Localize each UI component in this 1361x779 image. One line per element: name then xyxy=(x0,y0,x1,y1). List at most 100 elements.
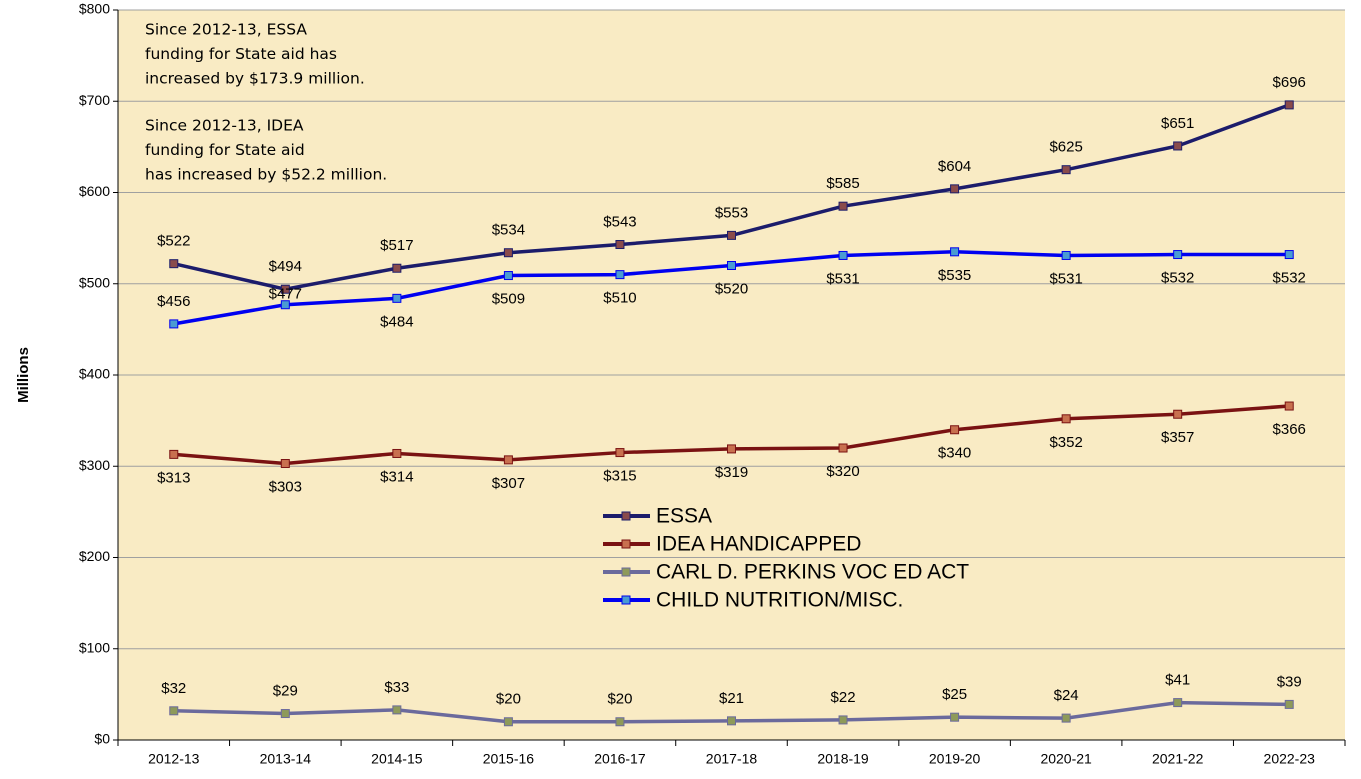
marker xyxy=(838,443,848,453)
data-label: $510 xyxy=(603,290,636,307)
legend-marker xyxy=(621,567,631,577)
x-tick-label: 2019-20 xyxy=(929,751,981,767)
x-tick-label: 2022-23 xyxy=(1264,751,1316,767)
marker xyxy=(727,444,736,454)
marker xyxy=(950,425,960,435)
marker xyxy=(169,319,179,329)
y-tick-label: $400 xyxy=(79,366,110,382)
x-tick-label: 2020-21 xyxy=(1040,751,1092,767)
data-label: $41 xyxy=(1165,672,1190,689)
data-label: $517 xyxy=(380,237,413,254)
data-label: $340 xyxy=(938,445,971,462)
annotation: has increased by $52.2 million. xyxy=(145,166,387,184)
data-label: $520 xyxy=(715,280,748,297)
legend-marker xyxy=(621,539,631,549)
data-label: $477 xyxy=(269,286,302,303)
data-label: $314 xyxy=(380,468,413,485)
marker xyxy=(280,284,290,294)
x-tick-label: 2012-13 xyxy=(148,751,200,767)
marker xyxy=(392,293,402,303)
data-label: $29 xyxy=(273,683,298,700)
y-tick-label: $100 xyxy=(79,639,110,655)
data-label: $21 xyxy=(719,690,744,707)
data-label: $303 xyxy=(269,478,302,495)
data-label: $352 xyxy=(1049,434,1082,451)
marker xyxy=(1284,699,1294,709)
y-tick-label: $800 xyxy=(79,1,110,17)
data-label: $604 xyxy=(938,158,971,175)
data-label: $696 xyxy=(1273,74,1306,91)
marker xyxy=(280,459,290,469)
data-label: $532 xyxy=(1273,270,1306,287)
data-label: $531 xyxy=(1049,270,1082,287)
marker xyxy=(838,250,848,260)
annotation: increased by $173.9 million. xyxy=(145,70,365,88)
marker xyxy=(169,259,179,269)
data-label: $535 xyxy=(938,267,971,284)
marker xyxy=(503,248,513,258)
marker xyxy=(503,717,513,727)
data-label: $484 xyxy=(380,313,413,330)
x-tick-label: 2014-15 xyxy=(371,751,423,767)
data-label: $651 xyxy=(1161,115,1194,132)
y-tick-label: $500 xyxy=(79,274,110,290)
marker xyxy=(838,201,848,211)
y-tick-label: $600 xyxy=(79,183,110,199)
data-label: $543 xyxy=(603,213,636,230)
legend-label: CARL D. PERKINS VOC ED ACT xyxy=(656,561,969,584)
data-label: $494 xyxy=(269,258,302,275)
marker xyxy=(169,706,179,716)
data-label: $522 xyxy=(157,233,190,250)
marker xyxy=(727,716,736,726)
data-label: $585 xyxy=(826,175,859,192)
marker xyxy=(838,715,848,725)
data-label: $319 xyxy=(715,464,748,481)
data-label: $25 xyxy=(942,686,967,703)
marker xyxy=(1061,414,1071,424)
data-label: $32 xyxy=(161,680,186,697)
legend-marker xyxy=(621,511,631,521)
marker xyxy=(1061,165,1071,175)
marker xyxy=(503,455,513,465)
marker xyxy=(392,448,402,458)
data-label: $366 xyxy=(1273,421,1306,438)
marker xyxy=(1061,250,1071,260)
legend-label: CHILD NUTRITION/MISC. xyxy=(656,589,903,612)
y-tick-label: $200 xyxy=(79,548,110,564)
legend-marker xyxy=(621,595,631,605)
annotation: funding for State aid xyxy=(145,141,305,159)
data-label: $24 xyxy=(1054,687,1079,704)
data-label: $532 xyxy=(1161,270,1194,287)
data-label: $534 xyxy=(492,222,525,239)
marker xyxy=(950,184,960,194)
marker xyxy=(615,717,625,727)
data-label: $315 xyxy=(603,468,636,485)
data-label: $509 xyxy=(492,291,525,308)
x-tick-label: 2013-14 xyxy=(260,751,312,767)
annotation: Since 2012-13, IDEA xyxy=(145,117,304,135)
marker xyxy=(615,448,625,458)
marker xyxy=(169,449,179,459)
marker xyxy=(727,261,736,270)
y-tick-label: $0 xyxy=(94,731,110,747)
data-label: $20 xyxy=(607,691,632,708)
x-tick-label: 2018-19 xyxy=(817,751,869,767)
marker xyxy=(950,712,960,722)
marker xyxy=(392,263,402,273)
marker xyxy=(615,240,625,250)
marker xyxy=(950,247,960,257)
y-axis-label: Millions xyxy=(15,347,32,403)
marker xyxy=(503,271,513,281)
marker xyxy=(1173,409,1183,419)
legend-label: IDEA HANDICAPPED xyxy=(656,533,861,556)
x-tick-label: 2015-16 xyxy=(483,751,535,767)
marker xyxy=(280,709,290,719)
data-label: $320 xyxy=(826,463,859,480)
x-tick-label: 2016-17 xyxy=(594,751,646,767)
marker xyxy=(280,300,290,310)
data-label: $456 xyxy=(157,293,190,310)
marker xyxy=(1173,698,1183,708)
marker xyxy=(1284,401,1294,411)
